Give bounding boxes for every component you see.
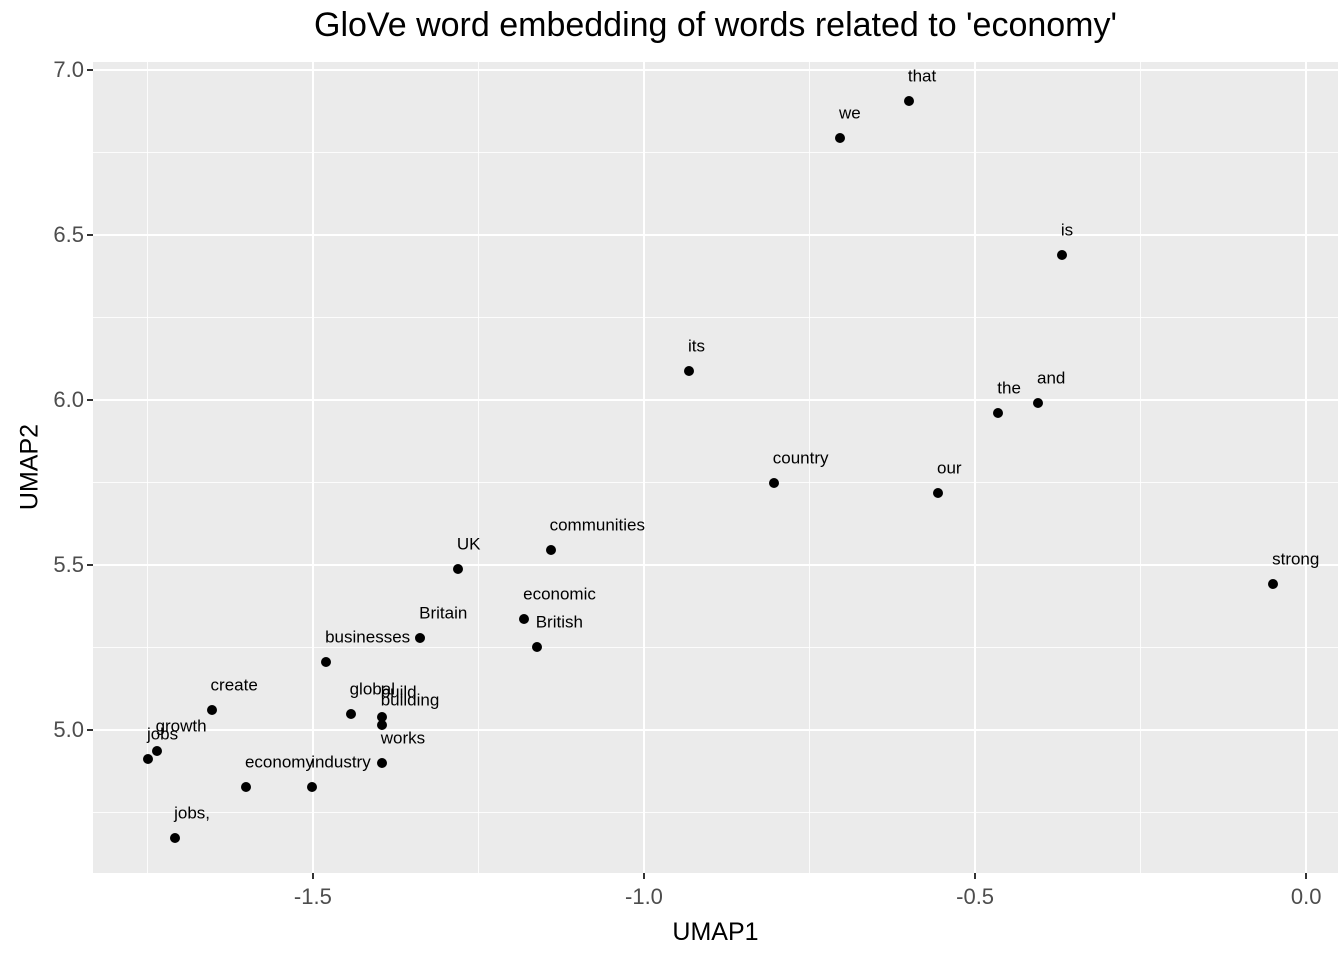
point-label: British — [535, 612, 583, 632]
x-axis-title: UMAP1 — [672, 918, 759, 946]
x-minor-gridline — [146, 62, 148, 873]
y-axis-tick — [87, 564, 93, 567]
point-label: strong — [1272, 549, 1320, 569]
y-axis-tick — [87, 68, 93, 71]
y-axis-tick-label: 7.0 — [53, 56, 84, 82]
point-label: economic — [523, 584, 596, 604]
data-point — [321, 657, 332, 668]
data-point — [376, 758, 387, 769]
x-axis-tick — [642, 873, 645, 879]
x-major-gridline — [974, 62, 977, 873]
data-point — [768, 478, 779, 489]
x-axis-tick — [1305, 873, 1308, 879]
point-label: the — [997, 378, 1021, 398]
data-point — [240, 782, 251, 793]
data-point — [345, 709, 356, 720]
y-minor-gridline — [93, 316, 1338, 318]
x-minor-gridline — [477, 62, 479, 873]
x-axis-tick-label: -0.5 — [956, 884, 995, 909]
point-label: Britain — [419, 603, 468, 623]
point-label: communities — [549, 515, 646, 535]
y-axis-title: UMAP2 — [15, 423, 44, 511]
data-point — [142, 754, 153, 765]
point-label: is — [1060, 220, 1074, 240]
point-label: that — [907, 66, 937, 86]
data-point — [151, 746, 162, 757]
point-label: we — [839, 103, 861, 123]
y-minor-gridline — [93, 482, 1338, 484]
y-axis-tick-label: 6.5 — [53, 221, 84, 247]
y-major-gridline — [93, 729, 1338, 732]
data-point — [519, 614, 530, 625]
y-major-gridline — [93, 233, 1338, 236]
point-label: industry — [311, 752, 371, 772]
x-major-gridline — [311, 62, 314, 873]
y-axis-tick-label: 6.0 — [53, 386, 84, 412]
y-minor-gridline — [93, 647, 1338, 649]
data-point — [1268, 579, 1279, 590]
data-point — [376, 712, 387, 723]
x-major-gridline — [642, 62, 645, 873]
data-point — [452, 563, 463, 574]
point-label: our — [937, 458, 962, 478]
data-point — [170, 833, 181, 843]
point-label: and — [1037, 368, 1066, 388]
x-minor-gridline — [809, 62, 811, 873]
point-label: growth — [155, 716, 207, 736]
point-label: create — [210, 675, 258, 695]
plot-panel: that we is its the and country our communities UK… — [93, 62, 1338, 873]
point-label: works — [380, 728, 426, 748]
data-point — [993, 407, 1004, 418]
y-axis-tick-label: 5.0 — [53, 717, 84, 743]
point-label: businesses — [325, 627, 411, 647]
point-label: building — [380, 690, 440, 710]
x-axis-tick-label: 0.0 — [1290, 884, 1322, 909]
point-label: jobs, — [174, 803, 211, 823]
point-label: economy — [244, 752, 314, 772]
point-label: its — [688, 336, 705, 356]
data-point — [415, 632, 426, 643]
point-label: build — [380, 682, 417, 702]
data-point — [545, 545, 556, 556]
y-axis-tick-label: 5.5 — [53, 552, 84, 578]
x-axis-tick — [974, 873, 977, 879]
y-axis-tick — [87, 398, 93, 401]
data-point — [933, 488, 943, 499]
y-axis-tick — [87, 233, 93, 236]
x-minor-gridline — [1140, 62, 1142, 873]
y-axis-tick — [87, 729, 93, 732]
data-point — [835, 132, 845, 143]
data-point — [531, 641, 542, 652]
y-major-gridline — [93, 68, 1338, 71]
data-point — [1033, 397, 1043, 408]
x-axis-tick-label: -1.0 — [625, 884, 663, 909]
plot-title: GloVe word embedding of words related to… — [314, 6, 1117, 44]
data-point — [903, 95, 914, 106]
data-point — [376, 720, 387, 731]
x-major-gridline — [1305, 62, 1308, 873]
point-label: UK — [456, 534, 481, 554]
y-major-gridline — [93, 398, 1338, 401]
data-point — [307, 782, 318, 793]
data-point — [684, 365, 694, 376]
data-point — [1056, 250, 1067, 261]
y-major-gridline — [93, 564, 1338, 567]
y-minor-gridline — [93, 151, 1338, 153]
x-axis-tick — [311, 873, 314, 879]
point-label: global — [349, 679, 395, 699]
y-minor-gridline — [93, 812, 1338, 814]
point-label: jobs — [146, 724, 179, 744]
point-label: country — [772, 448, 829, 468]
x-axis-tick-label: -1.5 — [293, 884, 332, 909]
data-point — [206, 704, 217, 715]
